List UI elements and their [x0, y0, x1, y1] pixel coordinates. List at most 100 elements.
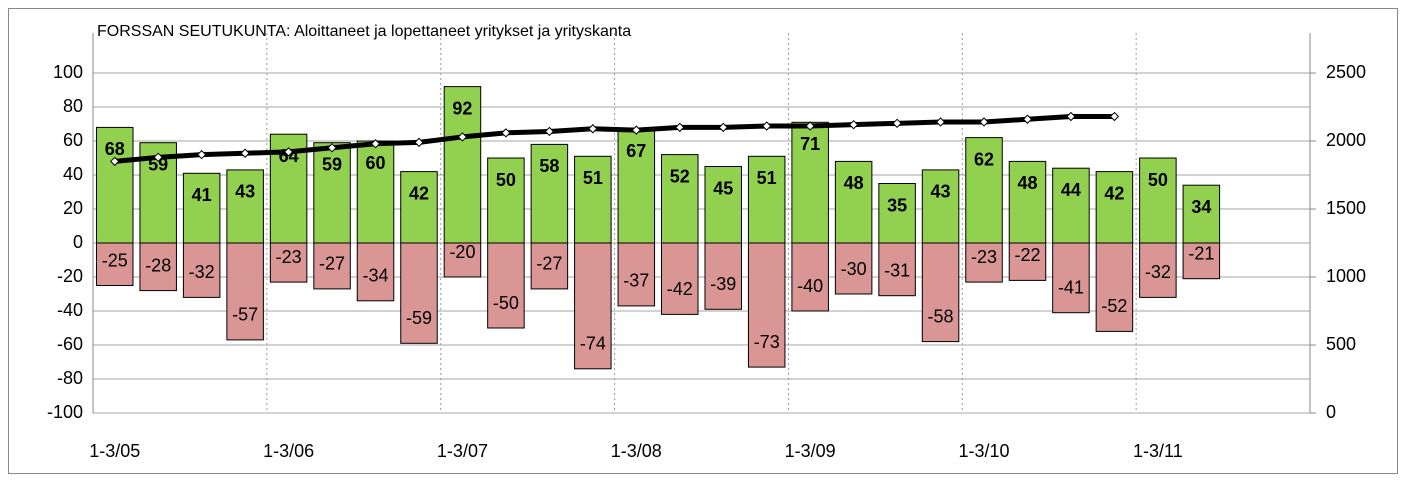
bar [791, 121, 829, 244]
data-label: 92 [452, 98, 472, 118]
data-label: -25 [102, 250, 128, 270]
data-label: -23 [276, 247, 302, 267]
bar [95, 126, 134, 244]
line-marker [1109, 111, 1120, 122]
data-label: -39 [710, 274, 736, 294]
bar [182, 242, 221, 298]
x-tick-label: 1-3/05 [89, 441, 140, 461]
y2-tick-label: 1000 [1326, 266, 1366, 286]
data-label: -42 [667, 279, 693, 299]
data-label: -50 [493, 293, 519, 313]
bar [1052, 242, 1090, 314]
bar [747, 242, 786, 368]
data-label: -27 [536, 254, 562, 274]
bar [443, 242, 482, 278]
x-tick-label: 1-3/10 [958, 441, 1009, 461]
data-label: 60 [366, 153, 386, 173]
bar [834, 160, 873, 244]
line-marker [848, 119, 859, 130]
y-tick-label: -80 [57, 368, 83, 388]
data-label: -23 [971, 247, 997, 267]
bar [226, 169, 264, 244]
bar [574, 242, 612, 370]
bar [704, 166, 742, 244]
y2-tick-label: 0 [1326, 402, 1336, 422]
data-label: -40 [797, 276, 823, 296]
line-marker [761, 121, 772, 131]
y2-tick-label: 2500 [1326, 62, 1366, 82]
bar [1008, 160, 1047, 244]
y-tick-label: 80 [63, 96, 83, 116]
y-tick-label: 100 [53, 62, 83, 82]
data-label: -52 [1101, 296, 1127, 316]
bar [834, 242, 873, 295]
bar [921, 242, 960, 343]
line-marker [1022, 114, 1033, 124]
data-label: 48 [1017, 173, 1037, 193]
data-label: 35 [887, 195, 907, 215]
data-label: 59 [322, 154, 342, 174]
bar [487, 242, 525, 329]
data-label: 43 [931, 182, 951, 202]
bar [443, 86, 482, 244]
data-label: 41 [192, 185, 212, 205]
y-tick-label: -60 [57, 334, 83, 354]
bar [1139, 242, 1177, 298]
line-marker [631, 125, 642, 135]
y-tick-label: -100 [47, 402, 83, 422]
x-tick-label: 1-3/11 [1133, 441, 1183, 461]
data-label: -32 [189, 262, 215, 282]
data-label: 51 [583, 168, 603, 188]
data-label: 45 [713, 178, 733, 198]
data-label: 50 [496, 170, 516, 190]
bar [747, 155, 786, 244]
data-label: -21 [1188, 243, 1214, 263]
bar [182, 172, 221, 244]
data-label: -34 [363, 266, 389, 286]
x-tick-label: 1-3/09 [785, 441, 836, 461]
data-label: 71 [800, 134, 820, 154]
bar [661, 242, 699, 315]
bar [313, 242, 351, 290]
line-marker [327, 143, 337, 153]
line-marker [153, 152, 163, 163]
bar [269, 242, 308, 283]
bar [574, 155, 612, 244]
data-label: -32 [1145, 262, 1171, 282]
data-label: 52 [670, 166, 690, 186]
bar [1095, 171, 1134, 244]
bar [617, 128, 656, 244]
line-marker [283, 147, 294, 157]
line-marker [805, 121, 815, 131]
data-label: -20 [449, 242, 475, 262]
data-label: -73 [754, 332, 780, 352]
line-marker [501, 128, 511, 138]
x-tick-label: 1-3/08 [611, 441, 662, 461]
bar [1139, 157, 1177, 244]
bar [704, 242, 742, 310]
x-tick-label: 1-3/07 [437, 441, 488, 461]
line-marker [370, 139, 381, 149]
data-label: -31 [884, 260, 910, 280]
y-tick-label: 60 [63, 130, 83, 150]
data-label: 50 [1148, 170, 1168, 190]
line-marker [979, 117, 989, 127]
data-label: -27 [319, 254, 345, 274]
line-marker [544, 126, 555, 137]
data-label: 42 [409, 183, 429, 203]
bar [530, 143, 569, 244]
bar [878, 242, 916, 297]
bar [1182, 184, 1221, 244]
bar [139, 242, 177, 292]
bar [617, 242, 656, 307]
data-label: 51 [757, 168, 777, 188]
y-tick-label: 40 [63, 164, 83, 184]
x-tick-label: 1-3/06 [263, 441, 314, 461]
data-label: -58 [928, 306, 954, 326]
y2-tick-label: 2000 [1326, 130, 1366, 150]
line-marker [240, 148, 250, 158]
y-tick-label: 0 [73, 232, 83, 252]
line-marker [196, 149, 207, 160]
frame [8, 8, 1398, 474]
data-label: 48 [844, 173, 864, 193]
